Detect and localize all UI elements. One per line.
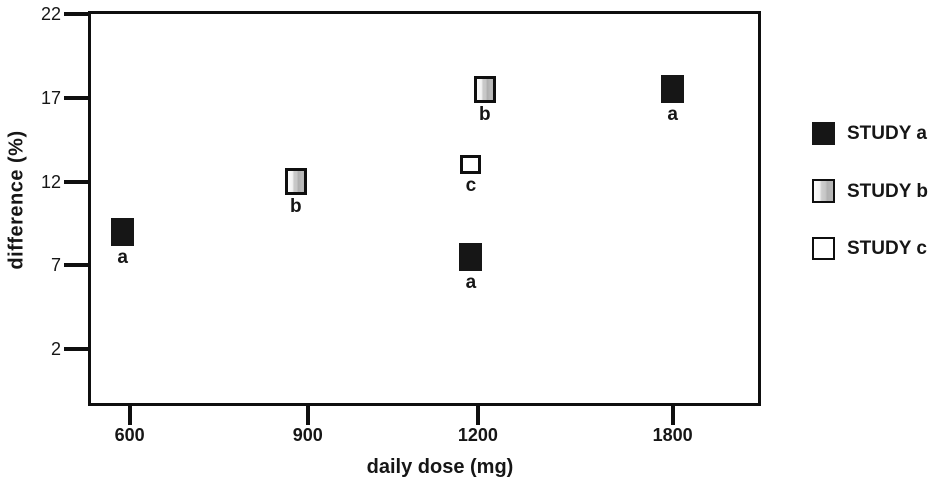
y-axis-tick-label: 12	[40, 171, 61, 192]
x-axis-tick	[475, 406, 480, 425]
legend-swatch-white	[812, 236, 835, 260]
legend-swatch-black	[812, 121, 835, 145]
x-axis-tick	[127, 406, 132, 425]
x-axis-title: daily dose (mg)	[366, 456, 514, 478]
y-axis-tick	[64, 347, 91, 351]
data-point-marker-b-1200	[473, 75, 496, 103]
data-point-marker-a-1200	[459, 242, 483, 271]
x-axis-tick-label: 600	[114, 425, 145, 445]
data-point-label-b-900: b	[289, 196, 302, 217]
legend-entry-c: STUDY c	[812, 236, 927, 260]
data-point-label-a-1800: a	[667, 104, 678, 126]
x-axis-tick-label: 900	[292, 425, 323, 445]
data-point-label-a-1200: a	[465, 271, 477, 293]
y-axis-tick	[64, 12, 91, 16]
legend-label: STUDY c	[847, 237, 927, 259]
x-axis-tick	[305, 406, 310, 425]
y-axis-title: difference (%)	[5, 130, 28, 270]
plot-frame	[88, 11, 761, 406]
x-axis-tick-label: 1200	[457, 425, 498, 445]
y-axis-tick	[64, 263, 91, 268]
x-axis-tick-label: 1800	[652, 425, 693, 445]
data-point-marker-c-1200	[460, 155, 482, 175]
y-axis-tick-label: 7	[50, 255, 61, 276]
y-axis-tick	[64, 179, 91, 184]
legend-swatch-gray-gradient	[812, 179, 835, 203]
data-point-label-b-1200: b	[479, 103, 491, 125]
y-axis-tick-label: 22	[40, 4, 61, 24]
legend-label: STUDY b	[847, 180, 928, 202]
data-point-marker-b-900	[284, 168, 307, 195]
data-point-label-c-1200: c	[465, 175, 477, 197]
data-point-marker-a-1800	[661, 75, 685, 104]
legend-entry-b: STUDY b	[812, 179, 928, 203]
x-axis-tick	[670, 406, 675, 425]
y-axis-tick	[64, 95, 91, 100]
legend-label: STUDY a	[847, 122, 927, 144]
y-axis-tick-label: 2	[50, 339, 61, 359]
legend-entry-a: STUDY a	[812, 121, 927, 145]
data-point-marker-a-600	[111, 217, 135, 246]
y-axis-tick-label: 17	[40, 87, 61, 108]
data-point-label-a-600: a	[117, 246, 128, 268]
